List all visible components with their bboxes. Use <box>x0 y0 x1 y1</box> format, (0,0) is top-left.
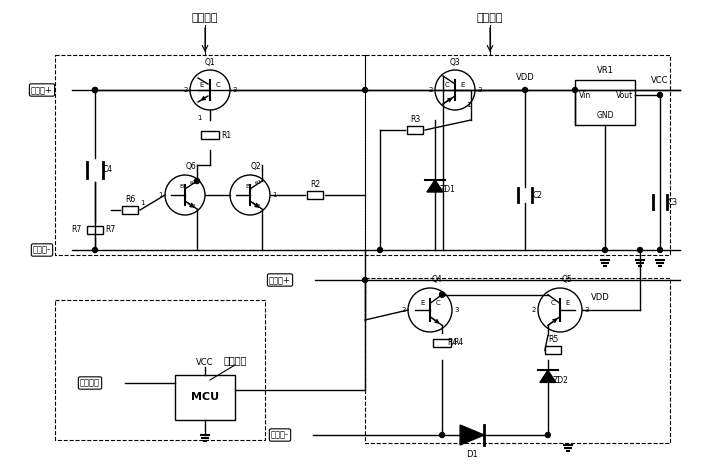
Bar <box>365 278 670 443</box>
Circle shape <box>195 179 200 183</box>
Circle shape <box>523 88 528 92</box>
Text: C3: C3 <box>668 198 678 207</box>
Bar <box>175 375 235 420</box>
Text: 1: 1 <box>272 192 277 198</box>
Bar <box>545 347 561 355</box>
Text: e2: e2 <box>255 204 261 210</box>
Text: C: C <box>436 300 441 306</box>
Text: ZD1: ZD1 <box>440 186 456 195</box>
Text: 蓄电池-: 蓄电池- <box>33 245 51 255</box>
Text: R2: R2 <box>310 180 320 189</box>
Text: 3: 3 <box>477 87 481 93</box>
Text: Q4: Q4 <box>431 275 442 284</box>
Text: R7: R7 <box>105 226 115 234</box>
Text: 2: 2 <box>184 87 188 93</box>
Text: 电源模块: 电源模块 <box>477 13 503 23</box>
Text: R3: R3 <box>410 115 420 124</box>
Text: D1: D1 <box>466 450 478 459</box>
Polygon shape <box>540 371 556 382</box>
Text: B: B <box>245 184 249 189</box>
Text: 2: 2 <box>428 87 433 93</box>
Text: R7: R7 <box>70 226 81 234</box>
Text: 2: 2 <box>531 307 536 313</box>
Circle shape <box>637 248 643 252</box>
Bar <box>87 226 103 234</box>
Text: 1: 1 <box>140 200 144 206</box>
Bar <box>55 300 265 440</box>
Bar <box>407 126 423 134</box>
Text: e2: e2 <box>189 204 197 210</box>
Text: VR1: VR1 <box>597 66 613 75</box>
Bar <box>122 206 138 214</box>
Text: e1: e1 <box>255 181 261 186</box>
Text: 2: 2 <box>401 307 406 313</box>
Bar <box>307 191 323 199</box>
Text: Q5: Q5 <box>561 275 572 284</box>
Circle shape <box>362 278 367 282</box>
Text: VDD: VDD <box>515 73 534 82</box>
Circle shape <box>92 88 97 92</box>
Bar <box>201 131 219 139</box>
Text: R4: R4 <box>447 339 457 348</box>
Text: Vout: Vout <box>616 91 634 99</box>
Text: R1: R1 <box>221 130 231 139</box>
Text: VCC: VCC <box>651 76 669 85</box>
Circle shape <box>440 292 444 297</box>
Text: R5: R5 <box>548 335 558 344</box>
Text: 1: 1 <box>467 102 471 108</box>
Circle shape <box>440 292 444 297</box>
Text: 光伏板+: 光伏板+ <box>269 275 291 285</box>
Text: 1: 1 <box>197 115 202 121</box>
Circle shape <box>658 248 663 252</box>
Text: C4: C4 <box>103 166 113 174</box>
Text: R4: R4 <box>453 339 463 348</box>
Bar <box>433 339 451 347</box>
Circle shape <box>573 88 577 92</box>
Circle shape <box>378 248 383 252</box>
Text: VCC: VCC <box>196 358 213 367</box>
Bar <box>575 80 635 125</box>
Circle shape <box>440 432 444 438</box>
Text: Q1: Q1 <box>205 58 216 67</box>
Text: Q3: Q3 <box>449 58 460 67</box>
Text: 3: 3 <box>232 87 237 93</box>
Text: Vin: Vin <box>579 91 591 99</box>
Text: GND: GND <box>596 111 613 120</box>
Text: MCU: MCU <box>191 393 219 402</box>
Text: e1: e1 <box>189 181 197 186</box>
Text: 1: 1 <box>158 192 163 198</box>
Text: C: C <box>444 82 449 88</box>
Circle shape <box>658 92 663 98</box>
Text: Q6: Q6 <box>186 162 196 171</box>
Text: 开关模块: 开关模块 <box>192 13 219 23</box>
Text: E: E <box>461 82 465 88</box>
Circle shape <box>92 88 97 92</box>
Circle shape <box>603 248 608 252</box>
Text: E: E <box>200 82 204 88</box>
Polygon shape <box>460 425 484 445</box>
Text: ZD2: ZD2 <box>553 376 568 385</box>
Text: C: C <box>550 300 555 306</box>
Text: E: E <box>566 300 570 306</box>
Text: 控制信号: 控制信号 <box>80 378 100 387</box>
Circle shape <box>545 432 550 438</box>
Text: 蓄电池+: 蓄电池+ <box>31 85 53 94</box>
Circle shape <box>92 248 97 252</box>
Polygon shape <box>427 180 443 192</box>
Text: Q2: Q2 <box>250 162 261 171</box>
Text: C2: C2 <box>533 190 543 199</box>
Text: R6: R6 <box>125 195 135 204</box>
Text: VDD: VDD <box>591 293 609 302</box>
Circle shape <box>362 88 367 92</box>
Text: E: E <box>421 300 425 306</box>
Text: 3: 3 <box>584 307 589 313</box>
Text: 光伏板-: 光伏板- <box>271 431 289 439</box>
Text: B: B <box>180 184 184 189</box>
Text: C: C <box>216 82 221 88</box>
Bar <box>365 55 670 255</box>
Bar <box>55 55 365 255</box>
Text: 3: 3 <box>454 307 459 313</box>
Text: 控制模块: 控制模块 <box>224 355 247 365</box>
